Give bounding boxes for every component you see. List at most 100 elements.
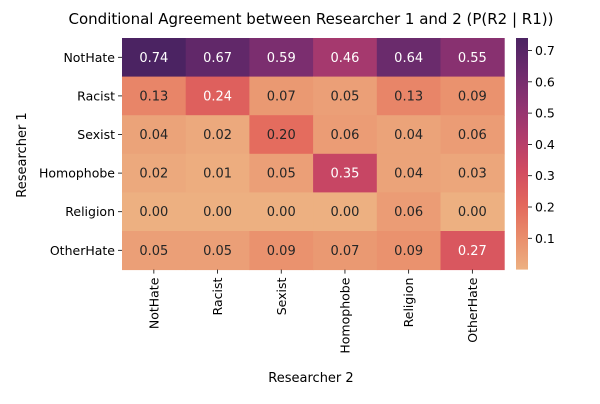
cell-value-label: 0.46 bbox=[330, 51, 359, 66]
heatmap-cell bbox=[313, 115, 378, 155]
colorbar-tick-label: 0.4 bbox=[535, 137, 555, 152]
colorbar-tick-label: 0.3 bbox=[535, 168, 555, 183]
cell-value-label: 0.09 bbox=[267, 244, 296, 259]
colorbar-tick-label: 0.1 bbox=[535, 231, 555, 246]
heatmap-cell bbox=[185, 76, 250, 116]
x-tick-label: NotHate bbox=[146, 277, 161, 329]
y-tick-label: OtherHate bbox=[50, 243, 115, 258]
heatmap-cell bbox=[376, 231, 441, 271]
heatmap-cell bbox=[122, 192, 187, 232]
y-axis-label: Researcher 1 bbox=[15, 112, 30, 197]
y-tick-label: Religion bbox=[65, 204, 115, 219]
cell-value-label: 0.05 bbox=[139, 244, 168, 259]
x-tick-label: Homophobe bbox=[337, 277, 352, 353]
colorbar-gradient bbox=[516, 38, 528, 270]
cell-value-label: 0.06 bbox=[394, 205, 423, 220]
cell-value-label: 0.00 bbox=[458, 205, 487, 220]
colorbar-tick-label: 0.7 bbox=[535, 43, 555, 58]
heatmap-cell bbox=[185, 231, 250, 271]
y-tick-label: Sexist bbox=[77, 127, 115, 142]
heatmap-cell bbox=[122, 231, 187, 271]
heatmap-cell bbox=[440, 231, 505, 271]
heatmap-cell bbox=[249, 192, 314, 232]
heatmap-cell bbox=[313, 76, 378, 116]
heatmap-cell bbox=[185, 153, 250, 193]
cell-value-label: 0.59 bbox=[267, 51, 296, 66]
cell-value-label: 0.07 bbox=[267, 89, 296, 104]
heatmap-cell bbox=[440, 153, 505, 193]
heatmap-cell bbox=[376, 115, 441, 155]
heatmap-cell bbox=[185, 38, 250, 78]
cell-value-label: 0.04 bbox=[394, 128, 423, 143]
y-tick-labels: NotHate Racist Sexist Homophobe Religion Othe… bbox=[39, 50, 122, 258]
x-tick-label: Religion bbox=[401, 278, 416, 328]
x-tick-label: Sexist bbox=[274, 278, 289, 316]
heatmap-cell bbox=[313, 231, 378, 271]
heatmap-cell bbox=[376, 76, 441, 116]
heatmap-cell bbox=[249, 153, 314, 193]
cell-value-label: 0.03 bbox=[458, 167, 487, 182]
heatmap-cell bbox=[249, 38, 314, 78]
x-tick-labels: NotHate Racist Sexist Homophobe Religion Othe… bbox=[146, 269, 480, 354]
heatmap-cell bbox=[376, 38, 441, 78]
cell-value-label: 0.64 bbox=[394, 51, 423, 66]
heatmap-cell bbox=[440, 115, 505, 155]
cell-value-label: 0.00 bbox=[267, 205, 296, 220]
cell-value-label: 0.27 bbox=[458, 244, 487, 259]
heatmap-cell bbox=[440, 38, 505, 78]
x-tick-label: Racist bbox=[210, 278, 225, 316]
cell-value-label: 0.02 bbox=[203, 128, 232, 143]
heatmap-cell bbox=[440, 192, 505, 232]
y-tick-label: NotHate bbox=[63, 50, 115, 65]
cell-value-label: 0.00 bbox=[139, 205, 168, 220]
heatmap-cell bbox=[185, 115, 250, 155]
colorbar-tick-label: 0.6 bbox=[535, 74, 555, 89]
heatmap-cell bbox=[313, 153, 378, 193]
cell-value-label: 0.06 bbox=[458, 128, 487, 143]
cell-value-label: 0.24 bbox=[203, 89, 232, 104]
heatmap-cell bbox=[249, 76, 314, 116]
cell-value-label: 0.35 bbox=[330, 167, 359, 182]
cell-value-label: 0.09 bbox=[458, 89, 487, 104]
cell-value-label: 0.00 bbox=[330, 205, 359, 220]
y-tick-label: Racist bbox=[77, 88, 115, 103]
cell-value-label: 0.00 bbox=[203, 205, 232, 220]
heatmap-cell bbox=[249, 231, 314, 271]
heatmap-cell bbox=[185, 192, 250, 232]
cell-value-label: 0.02 bbox=[139, 167, 168, 182]
cell-value-label: 0.04 bbox=[394, 167, 423, 182]
colorbar: 0.1 0.2 0.3 0.4 0.5 0.6 0.7 bbox=[516, 38, 555, 270]
x-axis-label: Researcher 2 bbox=[268, 371, 353, 386]
cell-value-label: 0.55 bbox=[458, 51, 487, 66]
heatmap-cell bbox=[122, 38, 187, 78]
cell-value-label: 0.07 bbox=[330, 244, 359, 259]
cell-value-label: 0.09 bbox=[394, 244, 423, 259]
heatmap-cell bbox=[122, 76, 187, 116]
cell-value-label: 0.01 bbox=[203, 167, 232, 182]
heatmap-cell bbox=[313, 192, 378, 232]
heatmap-cell bbox=[249, 115, 314, 155]
cell-value-label: 0.04 bbox=[139, 128, 168, 143]
y-tick-label: Homophobe bbox=[39, 166, 115, 181]
heatmap-cell bbox=[122, 115, 187, 155]
cell-value-label: 0.05 bbox=[203, 244, 232, 259]
heatmap-cell bbox=[440, 76, 505, 116]
cell-value-label: 0.13 bbox=[394, 89, 423, 104]
cell-value-label: 0.05 bbox=[330, 89, 359, 104]
heatmap-cell bbox=[376, 153, 441, 193]
cell-value-label: 0.67 bbox=[203, 51, 232, 66]
heatmap-cells: 0.74 0.67 0.59 0.46 0.64 0.55 0.13 0.24 0.07 0.05… bbox=[122, 38, 505, 271]
heatmap-cell bbox=[313, 38, 378, 78]
colorbar-tick-label: 0.2 bbox=[535, 200, 555, 215]
heatmap-cell bbox=[122, 153, 187, 193]
cell-value-label: 0.13 bbox=[139, 89, 168, 104]
colorbar-tick-label: 0.5 bbox=[535, 106, 555, 121]
cell-value-label: 0.05 bbox=[267, 167, 296, 182]
cell-value-label: 0.74 bbox=[139, 51, 168, 66]
chart-title: Conditional Agreement between Researcher… bbox=[69, 10, 554, 28]
heatmap-cell bbox=[376, 192, 441, 232]
cell-value-label: 0.06 bbox=[330, 128, 359, 143]
x-tick-label: OtherHate bbox=[465, 277, 480, 342]
